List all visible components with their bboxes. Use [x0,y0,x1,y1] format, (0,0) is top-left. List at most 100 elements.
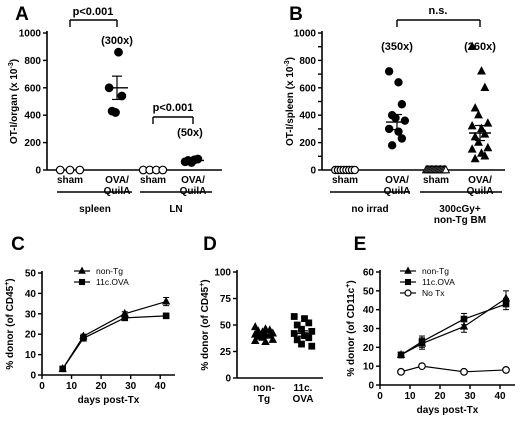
data-point [480,82,490,91]
y-tick-label: 50 [363,286,375,297]
series-marker [418,362,426,371]
legend-label: 11c.OVA [422,277,455,287]
y-tick-label: 100 [214,268,231,279]
y-tick-label: 200 [24,138,41,149]
series-marker [460,367,468,376]
x-tick-label: 20 [96,381,108,392]
legend-marker [78,266,86,274]
legend-label: 11c.OVA [96,277,129,287]
panel-letter-A: A [15,4,29,25]
y-axis-label: % donor (of CD11c+) [345,280,357,376]
legend-label: non-Tg [96,266,123,276]
data-point [55,165,65,175]
data-point [387,141,397,150]
panel-B: 0 200 400 600 800 1000 OT-I/spleen (x 10-3) sha… [284,4,505,226]
y-axis-label: % donor (of CD45+) [199,279,211,370]
data-point [308,342,316,350]
significance-label: n.s. [429,5,448,17]
category-label: non- [253,383,275,394]
data-point [158,165,168,175]
x-tick-label: 0 [39,381,45,392]
category-label: OVA/ [468,175,492,186]
x-tick-label: 30 [464,391,476,402]
data-point [298,340,305,348]
y-tick-label: 1000 [294,29,317,40]
y-tick-label: 40 [363,305,375,316]
x-tick-label: 40 [494,391,506,402]
legend-marker [404,266,412,274]
y-tick-label: 10 [25,350,37,361]
data-point [467,144,477,153]
panel-A: 0 200 400 600 800 1000 OT-I/organ (x 10-3) sham… [8,4,222,215]
category-label: sham [332,175,358,186]
panel-letter-E: E [354,234,367,255]
y-tick-label: 200 [299,138,316,149]
fold-change: (350x) [381,41,413,53]
data-point [400,116,410,125]
data-point [298,325,305,333]
x-tick-label: 30 [125,381,137,392]
data-point [350,165,359,175]
category-label: Tg [258,394,270,405]
series-line [62,300,167,370]
x-tick-label: 10 [404,391,416,402]
data-point [308,327,316,335]
data-point [470,131,480,141]
legend-marker [78,278,86,286]
data-point [293,336,301,344]
fold-change: (50x) [177,127,203,139]
data-point [483,118,493,127]
data-point [397,134,407,143]
y-tick-label: 50 [25,269,37,280]
y-tick-label: 50 [220,321,232,332]
x-tick-label: 40 [155,381,167,392]
group-label: spleen [79,204,111,215]
category-label: 11c. [294,383,313,394]
data-point [301,315,308,323]
x-tick-label: 10 [66,381,78,392]
y-tick-label: 0 [310,166,316,177]
legend-marker [404,289,412,297]
series-marker [502,300,510,308]
series-marker [121,314,129,322]
category-label: OVA/ [105,175,129,186]
legend-label: non-Tg [422,266,449,276]
y-tick-label: 30 [363,324,375,335]
y-tick-label: 20 [363,343,375,354]
data-point [394,78,403,87]
legend-marker [404,278,412,286]
data-point [293,321,301,329]
data-point [470,153,480,163]
x-axis-label: days post-Tx [417,405,479,416]
series-marker [162,312,170,320]
data-point [384,67,394,76]
x-axis-label: days post-Tx [78,395,140,406]
y-axis-label: % donor (of CD45+) [4,278,16,369]
data-point [250,335,260,344]
data-point [305,334,313,342]
panel-letter-C: C [11,234,25,255]
y-tick-label: 1000 [19,29,42,40]
group-label: 300cGy+ [439,204,481,215]
legend-label: No Tx [422,288,445,298]
data-point [477,66,486,75]
data-point [290,313,298,320]
group-label: no irrad [351,204,388,215]
fold-change: (260x) [464,41,496,53]
data-point [258,332,267,341]
series-marker [80,334,87,342]
group-label: non-Tg BM [434,215,486,226]
category-label: sham [140,175,166,186]
data-point [268,334,278,343]
panel-letter-B: B [289,4,303,25]
fold-change: (300x) [101,35,133,47]
panel-D: 0 25 50 75 100% donor (of CD45+) non-Tg 11c.OV… [199,234,323,405]
y-tick-label: 800 [24,56,41,67]
y-tick-label: 0 [35,166,41,177]
y-tick-label: 60 [363,268,375,279]
data-point [397,100,407,109]
series-line [400,365,507,373]
y-tick-label: 0 [30,371,36,382]
series-marker [418,338,426,345]
y-tick-label: 600 [24,83,41,94]
